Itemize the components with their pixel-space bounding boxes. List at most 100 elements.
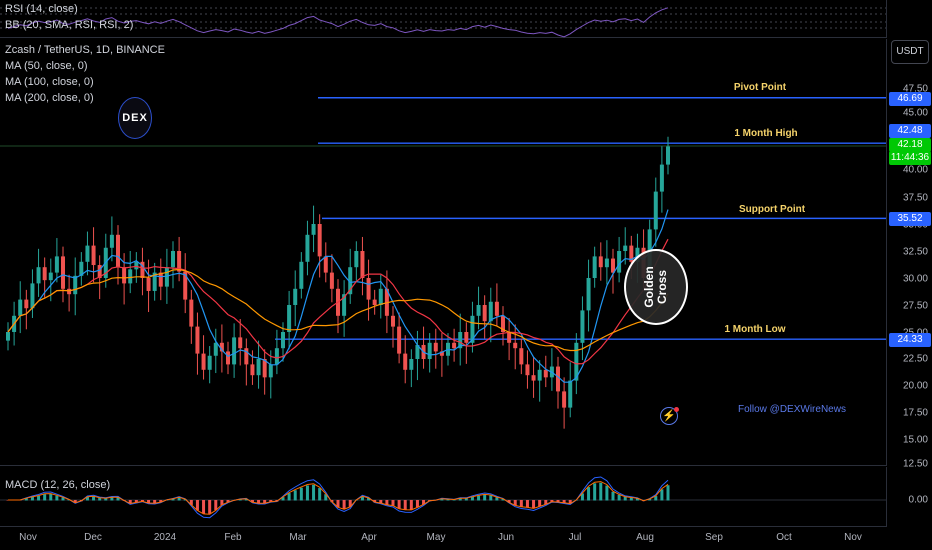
rsi-axis[interactable] [886, 0, 932, 38]
time-label-jun: Jun [497, 532, 515, 543]
candle-body-53 [329, 272, 334, 289]
macd-hist-107 [660, 489, 664, 501]
candle-body-51 [317, 224, 322, 257]
currency-button[interactable]: USDT [891, 40, 929, 64]
candle-body-84 [519, 348, 524, 365]
macd-hist-56 [348, 500, 352, 507]
main-chart-pane[interactable]: Zcash / TetherUS, 1D, BINANCE MA (50, cl… [0, 39, 886, 466]
macd-hist-23 [147, 500, 151, 504]
macd-zero-tick: 0.00 [908, 494, 928, 506]
macd-hist-43 [269, 500, 273, 503]
ma200-legend[interactable]: MA (200, close, 0) [5, 92, 94, 104]
macd-hist-33 [208, 500, 212, 514]
candle-body-17 [109, 234, 114, 248]
candle-body-39 [244, 348, 249, 365]
macd-hist-89 [550, 500, 554, 503]
time-label-2024: 2024 [153, 532, 177, 543]
macd-hist-86 [532, 500, 536, 509]
time-label-may: May [426, 532, 446, 543]
pivot-price-tag: 46.69 [889, 92, 931, 106]
candle-body-44 [274, 348, 279, 365]
candle-body-22 [140, 261, 145, 278]
macd-hist-83 [513, 500, 517, 506]
macd-axis[interactable]: 0.00 [886, 467, 932, 527]
tick-22.50: 22.50 [902, 353, 928, 365]
macd-hist-47 [293, 490, 297, 501]
macd-hist-9 [61, 497, 65, 501]
tick-45.00: 45.00 [902, 107, 928, 119]
rsi-legend[interactable]: RSI (14, close) [5, 3, 78, 15]
macd-hist-77 [477, 495, 481, 501]
candle-body-11 [73, 275, 78, 295]
tick-47.50: 47.50 [902, 83, 928, 95]
macd-hist-31 [195, 500, 199, 511]
macd-hist-84 [519, 500, 523, 507]
candle-body-30 [189, 299, 194, 327]
macd-legend[interactable]: MACD (12, 26, close) [5, 479, 111, 491]
candle-body-102 [629, 245, 634, 262]
macd-hist-11 [73, 500, 77, 503]
candle-body-81 [501, 315, 505, 332]
candle-body-94 [580, 310, 585, 343]
candle-body-70 [433, 342, 438, 352]
macd-hist-6 [43, 494, 47, 501]
ma100-legend[interactable]: MA (100, close, 0) [5, 76, 94, 88]
macd-hist-63 [391, 500, 395, 506]
macd-hist-108 [666, 485, 670, 501]
price-axis[interactable]: USDT 47.50 45.00 40.00 37.50 35.00 32.50… [886, 39, 932, 470]
macd-hist-16 [104, 498, 108, 501]
ma50-legend[interactable]: MA (50, close, 0) [5, 60, 88, 72]
ma50-line [7, 209, 669, 383]
candle-body-69 [427, 342, 432, 359]
macd-hist-101 [623, 496, 627, 501]
candle-body-95 [586, 278, 591, 311]
candle-body-73 [452, 342, 457, 349]
candle-body-18 [116, 234, 120, 268]
macd-hist-54 [336, 500, 340, 508]
candle-body-80 [494, 301, 499, 316]
candle-body-79 [488, 301, 493, 322]
macd-hist-90 [556, 500, 560, 503]
rsi-pane[interactable]: RSI (14, close) BB (20, SMA, RSI, RSI, 2… [0, 0, 886, 38]
candle-body-45 [281, 332, 285, 349]
lightning-icon[interactable]: ⚡ [660, 407, 679, 425]
macd-hist-3 [24, 498, 28, 501]
time-label-nov-2: Nov [844, 532, 862, 543]
rsi-plot [0, 7, 886, 38]
macd-hist-46 [287, 493, 291, 501]
bb-legend[interactable]: BB (20, SMA, RSI, RSI, 2) [5, 19, 134, 31]
candle-body-28 [177, 251, 182, 272]
macd-hist-51 [318, 488, 322, 501]
time-axis[interactable]: Nov Dec 2024 Feb Mar Apr May Jun Jul Aug… [0, 527, 932, 550]
macd-hist-7 [49, 494, 53, 501]
candle-body-57 [354, 251, 359, 268]
candle-body-4 [30, 283, 35, 309]
candle-body-88 [543, 369, 548, 378]
macd-hist-48 [299, 487, 303, 501]
candle-body-47 [293, 288, 298, 305]
dex-logo: DEX [118, 97, 152, 139]
candle-body-99 [611, 258, 615, 273]
candle-body-63 [391, 315, 395, 327]
macd-hist-27 [171, 498, 175, 501]
pivot-point-label: Pivot Point [733, 82, 787, 93]
macd-pane[interactable]: MACD (12, 26, close) [0, 467, 886, 527]
candle-body-14 [91, 245, 96, 266]
follow-text: Follow @DEXWireNews [738, 404, 846, 415]
candle-body-107 [659, 164, 664, 192]
macd-hist-8 [55, 495, 59, 501]
candle-body-34 [213, 342, 218, 356]
support-point-label: Support Point [738, 204, 806, 215]
candle-body-12 [79, 261, 84, 276]
symbol-title[interactable]: Zcash / TetherUS, 1D, BINANCE [5, 44, 165, 56]
macd-hist-59 [367, 498, 371, 501]
candle-body-10 [67, 288, 72, 295]
notification-dot [674, 407, 679, 412]
candle-body-92 [568, 380, 573, 408]
macd-hist-82 [507, 500, 511, 503]
time-label-nov: Nov [19, 532, 37, 543]
month-low-label: 1 Month Low [724, 324, 786, 335]
macd-hist-91 [562, 500, 566, 504]
candle-body-82 [507, 332, 512, 343]
macd-hist-55 [342, 500, 346, 510]
